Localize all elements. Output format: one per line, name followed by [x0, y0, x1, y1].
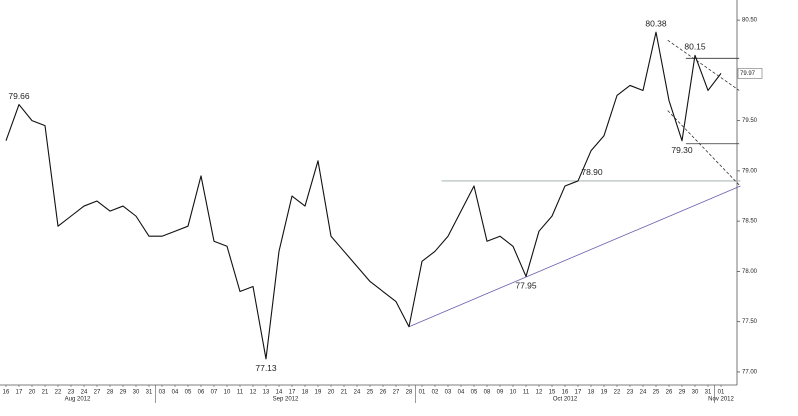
x-tick-label: 21 — [42, 390, 49, 396]
x-tick-label: 05 — [471, 390, 478, 396]
annotation: 77.13 — [255, 363, 277, 373]
x-tick-label: 26 — [666, 390, 673, 396]
x-tick-label: 17 — [16, 390, 23, 396]
y-tick-label: 78.50 — [742, 219, 758, 225]
x-tick-label: 18 — [302, 390, 309, 396]
month-label: Nov 2012 — [708, 397, 734, 403]
x-tick-label: 27 — [94, 390, 101, 396]
annotation: 78.90 — [581, 167, 603, 177]
x-tick-label: 15 — [549, 390, 556, 396]
last-price-label: 79.97 — [740, 71, 756, 77]
month-label: Aug 2012 — [65, 397, 91, 403]
x-tick-label: 16 — [562, 390, 569, 396]
x-tick-label: 25 — [653, 390, 660, 396]
x-tick-label: 05 — [185, 390, 192, 396]
x-tick-label: 09 — [497, 390, 504, 396]
price-line — [5, 31, 722, 360]
x-tick-label: 20 — [29, 390, 36, 396]
y-tick-label: 77.00 — [742, 370, 758, 376]
x-tick-label: 27 — [393, 390, 400, 396]
x-tick-label: 10 — [510, 390, 517, 396]
x-tick-label: 04 — [172, 390, 179, 396]
annotation: 80.15 — [684, 42, 706, 52]
y-tick-label: 78.00 — [742, 269, 758, 275]
x-tick-label: 11 — [523, 390, 530, 396]
x-tick-label: 23 — [627, 390, 634, 396]
annotation: 79.30 — [671, 145, 693, 155]
x-tick-label: 19 — [315, 390, 322, 396]
x-tick-label: 12 — [536, 390, 543, 396]
annotation: 80.38 — [645, 18, 667, 28]
x-tick-label: 25 — [367, 390, 374, 396]
x-tick-label: 12 — [250, 390, 257, 396]
x-tick-label: 03 — [445, 390, 452, 396]
month-label: Sep 2012 — [273, 397, 299, 403]
trendline — [667, 110, 740, 186]
trendline — [667, 39, 740, 91]
x-tick-label: 22 — [614, 390, 621, 396]
y-tick-label: 80.50 — [742, 18, 758, 24]
x-tick-label: 29 — [679, 390, 686, 396]
x-tick-label: 13 — [263, 390, 270, 396]
x-tick-label: 31 — [705, 390, 712, 396]
month-label: Oct 2012 — [553, 397, 578, 403]
x-tick-label: 04 — [458, 390, 465, 396]
x-tick-label: 03 — [159, 390, 166, 396]
annotation: 77.95 — [515, 281, 537, 291]
x-tick-label: 18 — [588, 390, 595, 396]
x-tick-label: 06 — [198, 390, 205, 396]
x-tick-label: 24 — [354, 390, 361, 396]
x-tick-label: 07 — [211, 390, 218, 396]
x-tick-label: 28 — [406, 390, 413, 396]
x-tick-label: 31 — [146, 390, 153, 396]
x-tick-label: 14 — [276, 390, 283, 396]
x-tick-label: 26 — [380, 390, 387, 396]
x-tick-label: 22 — [55, 390, 62, 396]
x-tick-label: 17 — [575, 390, 582, 396]
x-tick-label: 01 — [718, 390, 725, 396]
x-tick-label: 24 — [640, 390, 647, 396]
x-tick-label: 21 — [341, 390, 348, 396]
x-tick-label: 17 — [289, 390, 296, 396]
last-price-tag — [737, 68, 763, 79]
y-tick-label: 77.50 — [742, 319, 758, 325]
x-tick-label: 20 — [328, 390, 335, 396]
x-tick-label: 28 — [107, 390, 114, 396]
x-tick-label: 10 — [224, 390, 231, 396]
x-tick-label: 30 — [133, 390, 140, 396]
x-tick-label: 11 — [237, 390, 244, 396]
x-tick-label: 16 — [3, 390, 10, 396]
x-tick-label: 30 — [692, 390, 699, 396]
y-tick-label: 79.00 — [742, 168, 758, 174]
x-tick-label: 24 — [81, 390, 88, 396]
x-tick-label: 08 — [484, 390, 491, 396]
annotation: 79.66 — [8, 91, 30, 101]
x-tick-label: 02 — [432, 390, 439, 396]
trendline — [408, 185, 741, 328]
x-tick-label: 29 — [120, 390, 127, 396]
y-tick-label: 79.50 — [742, 118, 758, 124]
x-tick-label: 19 — [601, 390, 608, 396]
x-tick-label: 01 — [419, 390, 426, 396]
x-tick-label: 23 — [68, 390, 75, 396]
